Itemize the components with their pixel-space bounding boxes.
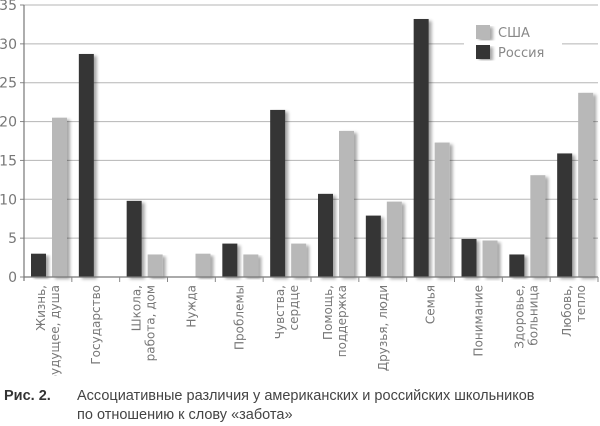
svg-text:Государство: Государство xyxy=(89,285,103,365)
bar-usa xyxy=(386,201,402,277)
legend-label: Россия xyxy=(498,46,544,61)
y-tick-label: 0 xyxy=(8,270,17,286)
y-tick-label: 25 xyxy=(0,76,17,92)
bar-russia xyxy=(31,253,46,277)
bar-usa xyxy=(147,254,163,277)
svg-text:тепло: тепло xyxy=(574,285,588,322)
svg-text:Любовь,: Любовь, xyxy=(560,285,574,337)
bar-usa xyxy=(578,92,594,278)
legend-swatch-russia xyxy=(476,45,490,59)
figure-number: Рис. 2. xyxy=(4,388,51,404)
svg-text:работа, дом: работа, дом xyxy=(144,285,158,361)
x-tick-label: Государство xyxy=(89,285,103,365)
legend-label: США xyxy=(498,26,530,41)
bar-russia xyxy=(557,153,573,277)
svg-text:Помощь,: Помощь, xyxy=(321,285,335,340)
bar-russia xyxy=(509,254,525,277)
svg-text:Жизнь,: Жизнь, xyxy=(34,285,48,331)
bar-russia xyxy=(461,238,477,277)
svg-text:Понимание: Понимание xyxy=(471,285,485,356)
svg-text:Чувства,: Чувства, xyxy=(273,285,287,339)
x-tick-label: Чувства, сердце xyxy=(273,285,301,339)
y-tick-label: 5 xyxy=(8,231,17,247)
y-axis: 0 5 10 15 20 25 30 35 xyxy=(0,0,25,286)
bar-russia xyxy=(270,109,286,278)
x-axis: Жизнь, будущее, душа Государство Школа, рабо… xyxy=(24,276,599,376)
bar-russia xyxy=(413,18,429,277)
x-tick-label: Здоровье, больница xyxy=(512,285,540,349)
x-tick-label: Семья xyxy=(424,285,438,324)
svg-text:Школа,: Школа, xyxy=(130,285,144,331)
svg-text:Семья: Семья xyxy=(424,285,438,324)
bar-usa xyxy=(482,240,498,277)
x-tick-label: Жизнь, будущее, душа xyxy=(34,285,62,376)
bar-usa xyxy=(339,130,354,277)
legend-swatch-usa xyxy=(476,25,490,39)
y-tick-label: 15 xyxy=(0,153,17,169)
bar-usa xyxy=(434,142,450,277)
svg-text:будущее, душа: будущее, душа xyxy=(48,285,62,376)
x-tick-label: Друзья, люди xyxy=(376,285,390,371)
bar-chart: 0 5 10 15 20 25 30 35 Жизнь, будущее, душа Госуда… xyxy=(0,0,599,376)
bar-usa xyxy=(291,243,307,277)
bars xyxy=(31,18,594,278)
legend: США Россия xyxy=(464,18,562,70)
bar-russia xyxy=(78,53,94,278)
y-tick-label: 35 xyxy=(0,0,17,14)
bar-russia xyxy=(365,215,381,277)
svg-text:Друзья, люди: Друзья, люди xyxy=(376,285,390,371)
bar-usa xyxy=(243,254,259,277)
svg-text:больница: больница xyxy=(526,285,540,346)
caption-line-1: Ассоциативные различия у американских и … xyxy=(77,388,535,404)
y-tick-label: 30 xyxy=(0,37,17,53)
y-tick-label: 20 xyxy=(0,115,17,131)
svg-text:Здоровье,: Здоровье, xyxy=(512,285,526,349)
x-tick-label: Нужда xyxy=(184,285,198,328)
x-tick-label: Любовь, тепло xyxy=(560,285,588,337)
bar-russia xyxy=(318,193,333,277)
caption-line-2: по отношению к слову «забота» xyxy=(77,407,293,423)
x-tick-label: Проблемы xyxy=(232,285,246,350)
svg-text:поддержка: поддержка xyxy=(335,285,349,357)
y-tick-label: 10 xyxy=(0,192,17,208)
bar-russia xyxy=(222,243,238,277)
x-tick-label: Школа, работа, дом xyxy=(130,285,158,361)
x-tick-label: Помощь, поддержка xyxy=(321,285,349,357)
svg-text:Проблемы: Проблемы xyxy=(232,285,246,350)
bar-usa xyxy=(195,253,211,277)
x-tick-label: Понимание xyxy=(471,285,485,356)
bar-usa xyxy=(530,175,546,277)
bar-usa xyxy=(52,117,67,277)
gridlines xyxy=(24,4,598,239)
bar-russia xyxy=(126,200,142,277)
svg-text:сердце: сердце xyxy=(287,285,301,330)
svg-text:Нужда: Нужда xyxy=(184,285,198,328)
